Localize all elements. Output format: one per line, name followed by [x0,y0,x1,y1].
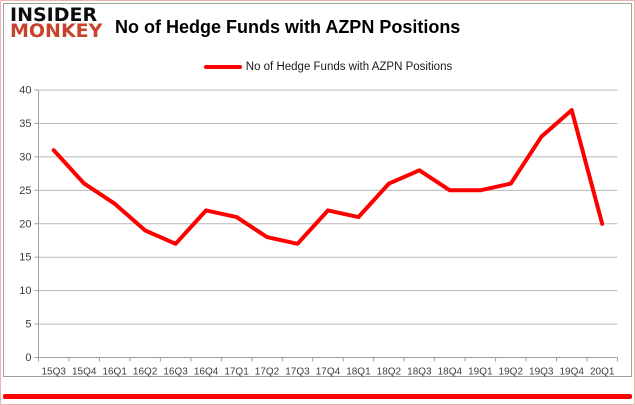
x-axis-label: 17Q3 [285,367,310,378]
x-axis-label: 18Q3 [407,367,432,378]
x-axis-label: 19Q4 [559,367,584,378]
insider-monkey-logo: INSIDER MONKEY [10,4,114,42]
svg-text:0: 0 [25,352,31,364]
x-axis-label: 15Q4 [72,367,97,378]
svg-text:15: 15 [19,252,31,264]
x-axis-label: 18Q1 [346,367,371,378]
svg-text:5: 5 [25,319,31,331]
x-axis-label: 17Q2 [255,367,280,378]
svg-text:30: 30 [19,151,31,163]
svg-text:25: 25 [19,185,31,197]
x-axis-label: 19Q3 [529,367,554,378]
x-axis-label: 16Q4 [194,367,219,378]
x-axis-label: 16Q3 [163,367,188,378]
logo-monkey-text: MONKEY [10,20,103,42]
x-axis-label: 19Q2 [499,367,524,378]
x-axis-label: 20Q1 [590,367,615,378]
legend-line-swatch [203,65,242,69]
x-axis-label: 17Q4 [316,367,341,378]
chart-title: No of Hedge Funds with AZPN Positions [115,17,461,37]
bottom-brand-bar [3,394,632,399]
x-axis-label: 18Q2 [377,367,402,378]
legend-series-label: No of Hedge Funds with AZPN Positions [245,61,453,73]
svg-text:40: 40 [19,85,31,97]
svg-text:20: 20 [19,218,31,230]
svg-text:10: 10 [19,285,31,297]
x-axis-label: 16Q2 [133,367,158,378]
x-axis-label: 16Q1 [102,367,127,378]
x-axis-label: 19Q1 [468,367,493,378]
x-axis-label: 17Q1 [224,367,249,378]
x-axis-label: 15Q3 [42,367,67,378]
chart-legend: No of Hedge Funds with AZPN Positions [38,59,618,75]
logo-insider-text: INSIDER [10,4,98,26]
svg-text:35: 35 [19,118,31,130]
x-axis-label: 18Q4 [438,367,463,378]
